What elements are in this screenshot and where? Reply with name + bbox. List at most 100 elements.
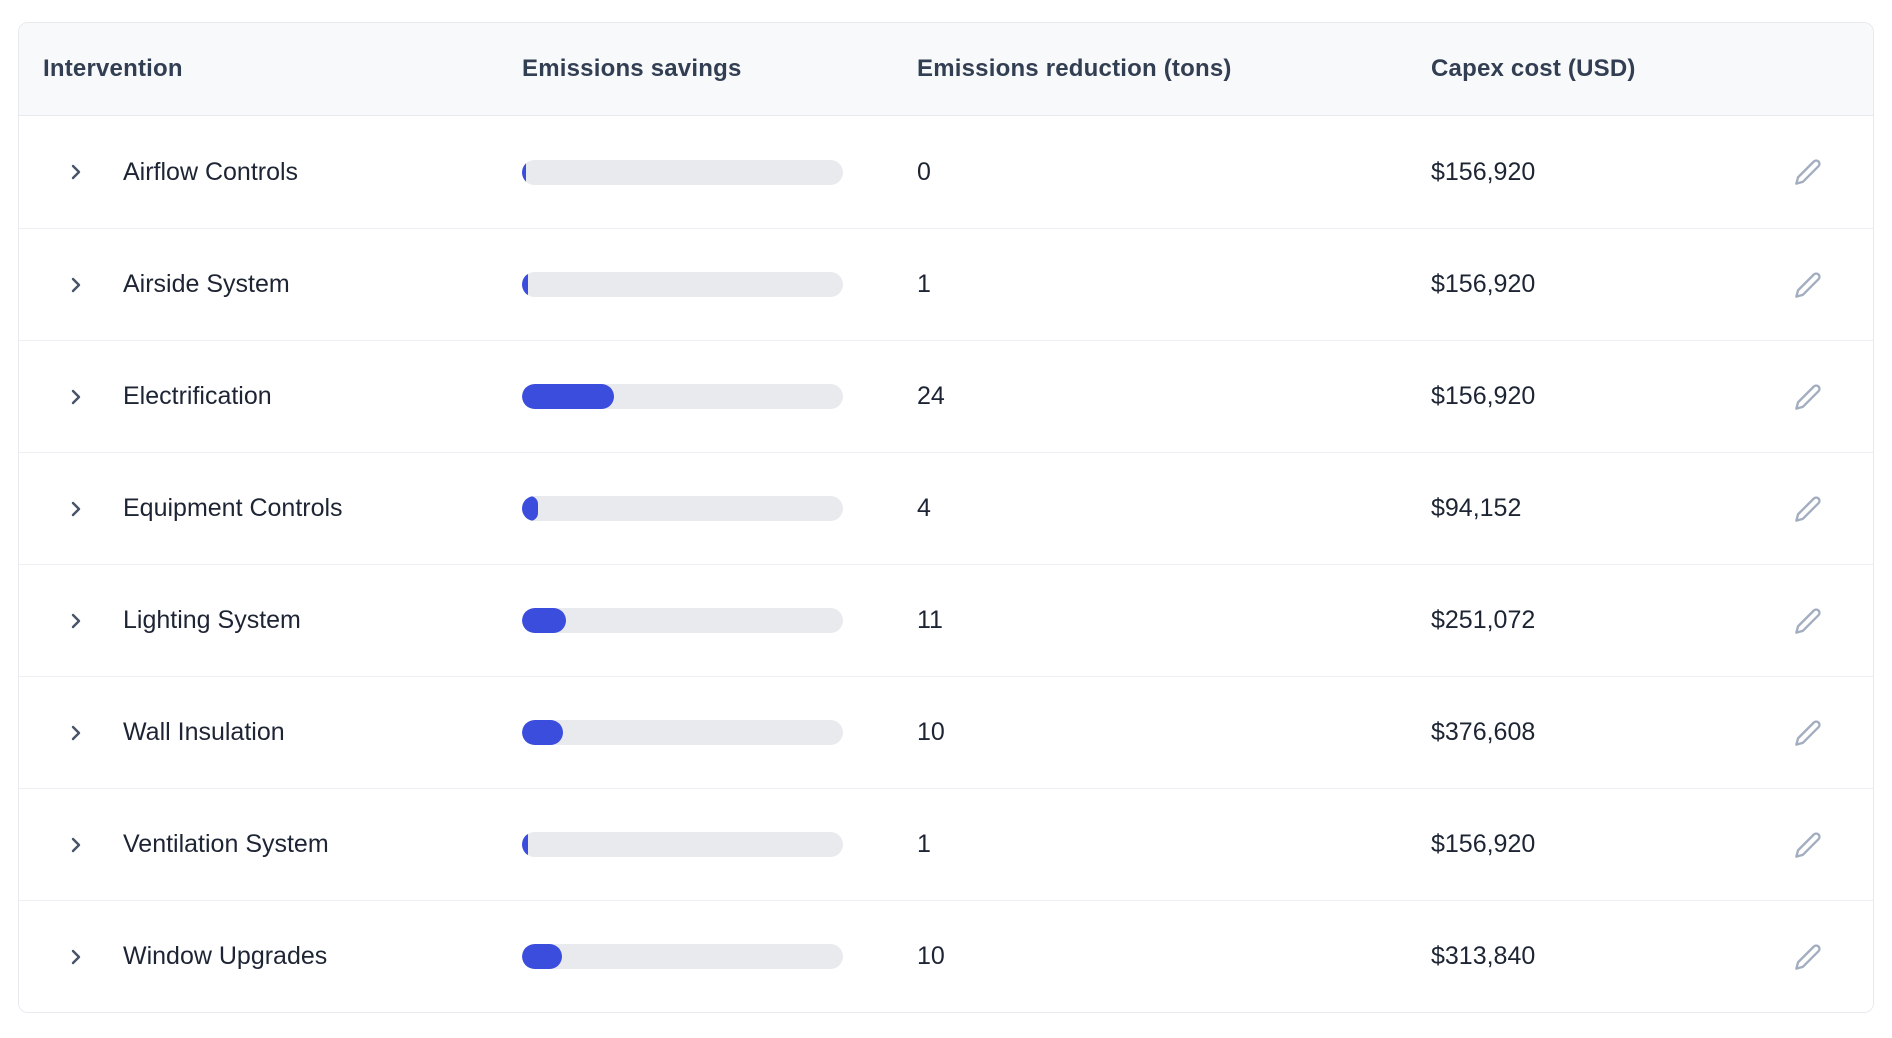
intervention-cell: Wall Insulation [19, 718, 522, 747]
savings-progress-fill [522, 944, 563, 969]
savings-progress-fill [522, 159, 526, 185]
emissions-savings-cell [522, 720, 899, 745]
actions-cell [1743, 494, 1873, 524]
interventions-table: Intervention Emissions savings Emissions… [18, 22, 1874, 1013]
capex-cost-value: $313,840 [1431, 942, 1536, 970]
capex-cost-value: $156,920 [1431, 270, 1536, 298]
chevron-right-icon [71, 949, 81, 964]
intervention-name: Electrification [123, 382, 272, 410]
table-row: Airside System 1 $156,920 [19, 228, 1873, 340]
table-body: Airflow Controls 0 $156,920 Airside Syst… [19, 116, 1873, 1012]
edit-row-button[interactable] [1793, 157, 1823, 187]
intervention-name: Wall Insulation [123, 718, 285, 746]
emissions-reduction-value: 1 [917, 830, 931, 858]
expand-row-button[interactable] [64, 945, 88, 969]
pencil-icon [1795, 719, 1821, 746]
pencil-icon [1795, 495, 1821, 522]
intervention-cell: Window Upgrades [19, 942, 522, 971]
edit-row-button[interactable] [1793, 830, 1823, 860]
capex-cost-value: $94,152 [1431, 494, 1522, 522]
edit-row-button[interactable] [1793, 718, 1823, 748]
intervention-name: Lighting System [123, 606, 301, 634]
expand-row-button[interactable] [64, 273, 88, 297]
column-header-capex-cost: Capex cost (USD) [1431, 55, 1636, 82]
table-header-row: Intervention Emissions savings Emissions… [19, 23, 1873, 116]
expand-row-button[interactable] [64, 833, 88, 857]
savings-progress-track [522, 608, 843, 633]
edit-row-button[interactable] [1793, 606, 1823, 636]
intervention-name: Airside System [123, 270, 290, 298]
emissions-savings-cell [522, 944, 899, 969]
intervention-name: Airflow Controls [123, 157, 299, 186]
chevron-right-icon [71, 501, 81, 516]
expand-row-button[interactable] [64, 160, 88, 184]
emissions-reduction-value: 4 [917, 494, 931, 522]
savings-progress-fill [522, 720, 564, 745]
chevron-right-icon [71, 277, 81, 292]
capex-cost-value: $251,072 [1431, 606, 1536, 634]
edit-row-button[interactable] [1793, 494, 1823, 524]
intervention-name: Ventilation System [123, 830, 329, 858]
emissions-savings-cell [522, 384, 899, 409]
actions-cell [1743, 830, 1873, 860]
actions-cell [1743, 718, 1873, 748]
emissions-savings-cell [522, 496, 899, 521]
column-header-emissions-savings: Emissions savings [522, 55, 742, 82]
savings-progress-fill [522, 272, 529, 297]
expand-row-button[interactable] [64, 721, 88, 745]
intervention-cell: Airside System [19, 270, 522, 299]
pencil-icon [1795, 271, 1821, 298]
table-row: Equipment Controls 4 $94,152 [19, 452, 1873, 564]
pencil-icon [1795, 831, 1821, 858]
actions-cell [1743, 157, 1873, 187]
intervention-cell: Ventilation System [19, 830, 522, 859]
expand-row-button[interactable] [64, 497, 88, 521]
savings-progress-track [522, 944, 843, 969]
savings-progress-track [522, 496, 843, 521]
emissions-reduction-value: 11 [917, 606, 943, 634]
chevron-right-icon [71, 837, 81, 852]
table-row: Window Upgrades 10 $313,840 [19, 900, 1873, 1012]
actions-cell [1743, 942, 1873, 972]
table-row: Wall Insulation 10 $376,608 [19, 676, 1873, 788]
emissions-savings-cell [522, 608, 899, 633]
emissions-reduction-value: 0 [917, 157, 931, 186]
chevron-right-icon [71, 725, 81, 740]
emissions-savings-cell [522, 159, 899, 185]
savings-progress-fill [522, 608, 566, 633]
table-row: Airflow Controls 0 $156,920 [19, 116, 1873, 228]
edit-row-button[interactable] [1793, 382, 1823, 412]
savings-progress-track [522, 384, 843, 409]
column-header-emissions-reduction: Emissions reduction (tons) [917, 55, 1232, 82]
emissions-reduction-value: 10 [917, 718, 945, 746]
table-row: Ventilation System 1 $156,920 [19, 788, 1873, 900]
emissions-reduction-value: 10 [917, 942, 945, 970]
actions-cell [1743, 270, 1873, 300]
actions-cell [1743, 606, 1873, 636]
emissions-reduction-value: 24 [917, 382, 945, 410]
savings-progress-track [522, 159, 843, 185]
pencil-icon [1795, 607, 1821, 634]
savings-progress-track [522, 832, 843, 857]
savings-progress-fill [522, 496, 539, 521]
capex-cost-value: $156,920 [1431, 830, 1536, 858]
savings-progress-fill [522, 832, 529, 857]
chevron-right-icon [71, 613, 81, 628]
intervention-cell: Airflow Controls [19, 158, 522, 187]
column-header-intervention: Intervention [43, 55, 183, 82]
emissions-reduction-value: 1 [917, 270, 931, 298]
pencil-icon [1795, 943, 1821, 970]
expand-row-button[interactable] [64, 609, 88, 633]
expand-row-button[interactable] [64, 385, 88, 409]
intervention-cell: Equipment Controls [19, 494, 522, 523]
capex-cost-value: $156,920 [1431, 382, 1536, 410]
table-row: Lighting System 11 $251,072 [19, 564, 1873, 676]
intervention-name: Window Upgrades [123, 942, 328, 970]
edit-row-button[interactable] [1793, 270, 1823, 300]
intervention-name: Equipment Controls [123, 494, 343, 522]
capex-cost-value: $156,920 [1431, 157, 1536, 186]
edit-row-button[interactable] [1793, 942, 1823, 972]
savings-progress-track [522, 720, 843, 745]
capex-cost-value: $376,608 [1431, 718, 1536, 746]
savings-progress-fill [522, 384, 615, 409]
